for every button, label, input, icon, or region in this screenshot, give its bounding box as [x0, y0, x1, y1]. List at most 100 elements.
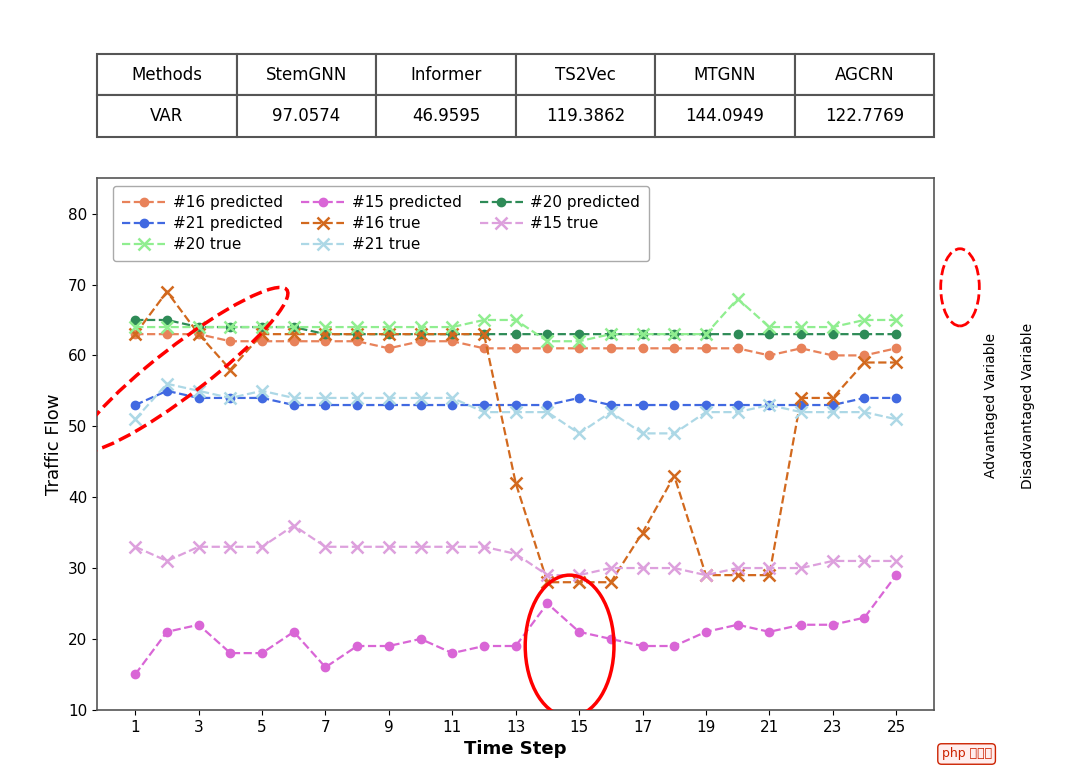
#15 true	[636, 563, 649, 573]
#15 true	[446, 542, 459, 551]
#20 true	[224, 322, 237, 332]
#21 predicted	[762, 400, 775, 410]
#20 predicted	[256, 322, 269, 332]
#16 true	[731, 570, 744, 580]
#20 predicted	[414, 329, 427, 339]
Line: #21 predicted: #21 predicted	[131, 387, 901, 410]
#15 true	[477, 542, 490, 551]
#15 predicted	[636, 641, 649, 651]
#21 predicted	[382, 400, 395, 410]
#21 predicted	[192, 393, 205, 402]
#20 predicted	[605, 329, 618, 339]
#15 predicted	[414, 634, 427, 644]
#21 predicted	[858, 393, 870, 402]
#20 true	[319, 322, 332, 332]
Line: #15 predicted: #15 predicted	[131, 571, 901, 679]
#16 predicted	[161, 329, 174, 339]
#15 predicted	[129, 670, 141, 679]
#16 predicted	[762, 351, 775, 360]
#21 predicted	[795, 400, 808, 410]
Line: #21 true: #21 true	[130, 378, 902, 439]
#16 true	[161, 287, 174, 296]
#21 predicted	[287, 400, 300, 410]
#21 true	[541, 407, 554, 417]
#21 predicted	[161, 386, 174, 395]
#20 predicted	[129, 315, 141, 324]
#21 true	[667, 429, 680, 438]
#20 true	[129, 322, 141, 332]
#15 predicted	[477, 641, 490, 651]
#15 predicted	[351, 641, 364, 651]
#15 true	[667, 563, 680, 573]
#16 predicted	[858, 351, 870, 360]
#15 predicted	[700, 627, 713, 636]
#21 true	[795, 407, 808, 417]
#21 predicted	[256, 393, 269, 402]
#16 true	[636, 528, 649, 537]
#15 predicted	[731, 620, 744, 629]
#21 true	[224, 393, 237, 402]
#21 predicted	[572, 393, 585, 402]
#21 true	[572, 429, 585, 438]
#20 true	[731, 294, 744, 303]
#20 true	[256, 322, 269, 332]
#16 predicted	[826, 351, 839, 360]
#16 true	[510, 478, 523, 488]
#16 predicted	[414, 336, 427, 346]
X-axis label: Time Step: Time Step	[464, 740, 567, 758]
#20 true	[605, 329, 618, 339]
#16 true	[795, 393, 808, 402]
#21 predicted	[414, 400, 427, 410]
#15 predicted	[858, 613, 870, 622]
#20 true	[572, 336, 585, 346]
#21 true	[636, 429, 649, 438]
#15 true	[762, 563, 775, 573]
#16 true	[541, 577, 554, 587]
Legend: #16 predicted, #21 predicted, #20 true, #15 predicted, #16 true, #21 true, #20 p: #16 predicted, #21 predicted, #20 true, …	[113, 186, 649, 261]
#15 true	[192, 542, 205, 551]
#16 true	[572, 577, 585, 587]
#21 true	[319, 393, 332, 402]
#20 predicted	[446, 329, 459, 339]
#21 predicted	[319, 400, 332, 410]
#15 true	[795, 563, 808, 573]
#20 predicted	[858, 329, 870, 339]
#20 predicted	[192, 322, 205, 332]
#20 true	[287, 322, 300, 332]
#15 predicted	[667, 641, 680, 651]
#20 predicted	[762, 329, 775, 339]
#21 predicted	[446, 400, 459, 410]
#20 predicted	[319, 329, 332, 339]
#16 true	[192, 329, 205, 339]
#16 true	[826, 393, 839, 402]
Text: php 中文网: php 中文网	[942, 747, 991, 760]
#15 true	[129, 542, 141, 551]
#16 predicted	[795, 344, 808, 353]
#16 predicted	[319, 336, 332, 346]
#20 predicted	[287, 322, 300, 332]
#16 predicted	[510, 344, 523, 353]
#21 true	[605, 407, 618, 417]
#20 predicted	[477, 329, 490, 339]
#20 true	[700, 329, 713, 339]
#16 predicted	[129, 329, 141, 339]
#16 predicted	[477, 344, 490, 353]
#16 true	[351, 329, 364, 339]
#21 true	[762, 400, 775, 410]
#16 predicted	[890, 344, 903, 353]
#15 true	[700, 570, 713, 580]
#20 predicted	[636, 329, 649, 339]
#20 true	[161, 322, 174, 332]
#21 true	[129, 414, 141, 424]
#21 predicted	[224, 393, 237, 402]
#15 predicted	[256, 648, 269, 658]
Line: #15 true: #15 true	[130, 520, 902, 580]
#15 true	[161, 556, 174, 566]
#16 true	[414, 329, 427, 339]
#15 predicted	[795, 620, 808, 629]
#21 predicted	[605, 400, 618, 410]
#16 predicted	[256, 336, 269, 346]
#20 predicted	[731, 329, 744, 339]
#20 predicted	[510, 329, 523, 339]
#15 predicted	[224, 648, 237, 658]
